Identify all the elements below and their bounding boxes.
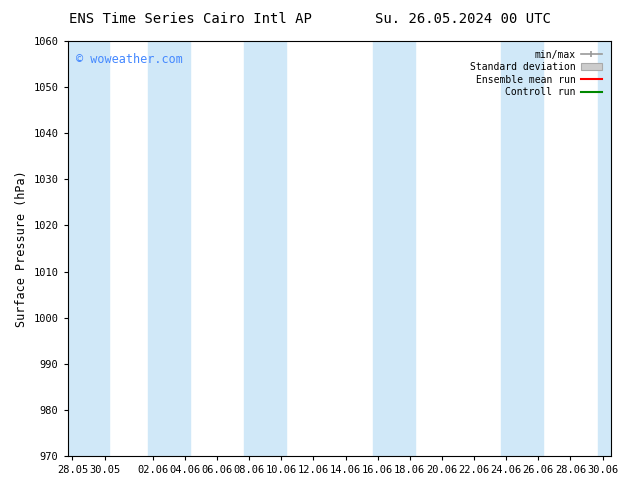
Legend: min/max, Standard deviation, Ensemble mean run, Controll run: min/max, Standard deviation, Ensemble me… <box>466 46 605 101</box>
Y-axis label: Surface Pressure (hPa): Surface Pressure (hPa) <box>15 170 28 327</box>
Text: ENS Time Series Cairo Intl AP: ENS Time Series Cairo Intl AP <box>68 12 312 26</box>
Bar <box>244 41 286 456</box>
Bar <box>68 41 109 456</box>
Bar <box>148 41 190 456</box>
Bar <box>373 41 415 456</box>
Text: © woweather.com: © woweather.com <box>75 53 183 67</box>
Bar <box>501 41 543 456</box>
Bar <box>598 41 611 456</box>
Text: Su. 26.05.2024 00 UTC: Su. 26.05.2024 00 UTC <box>375 12 551 26</box>
